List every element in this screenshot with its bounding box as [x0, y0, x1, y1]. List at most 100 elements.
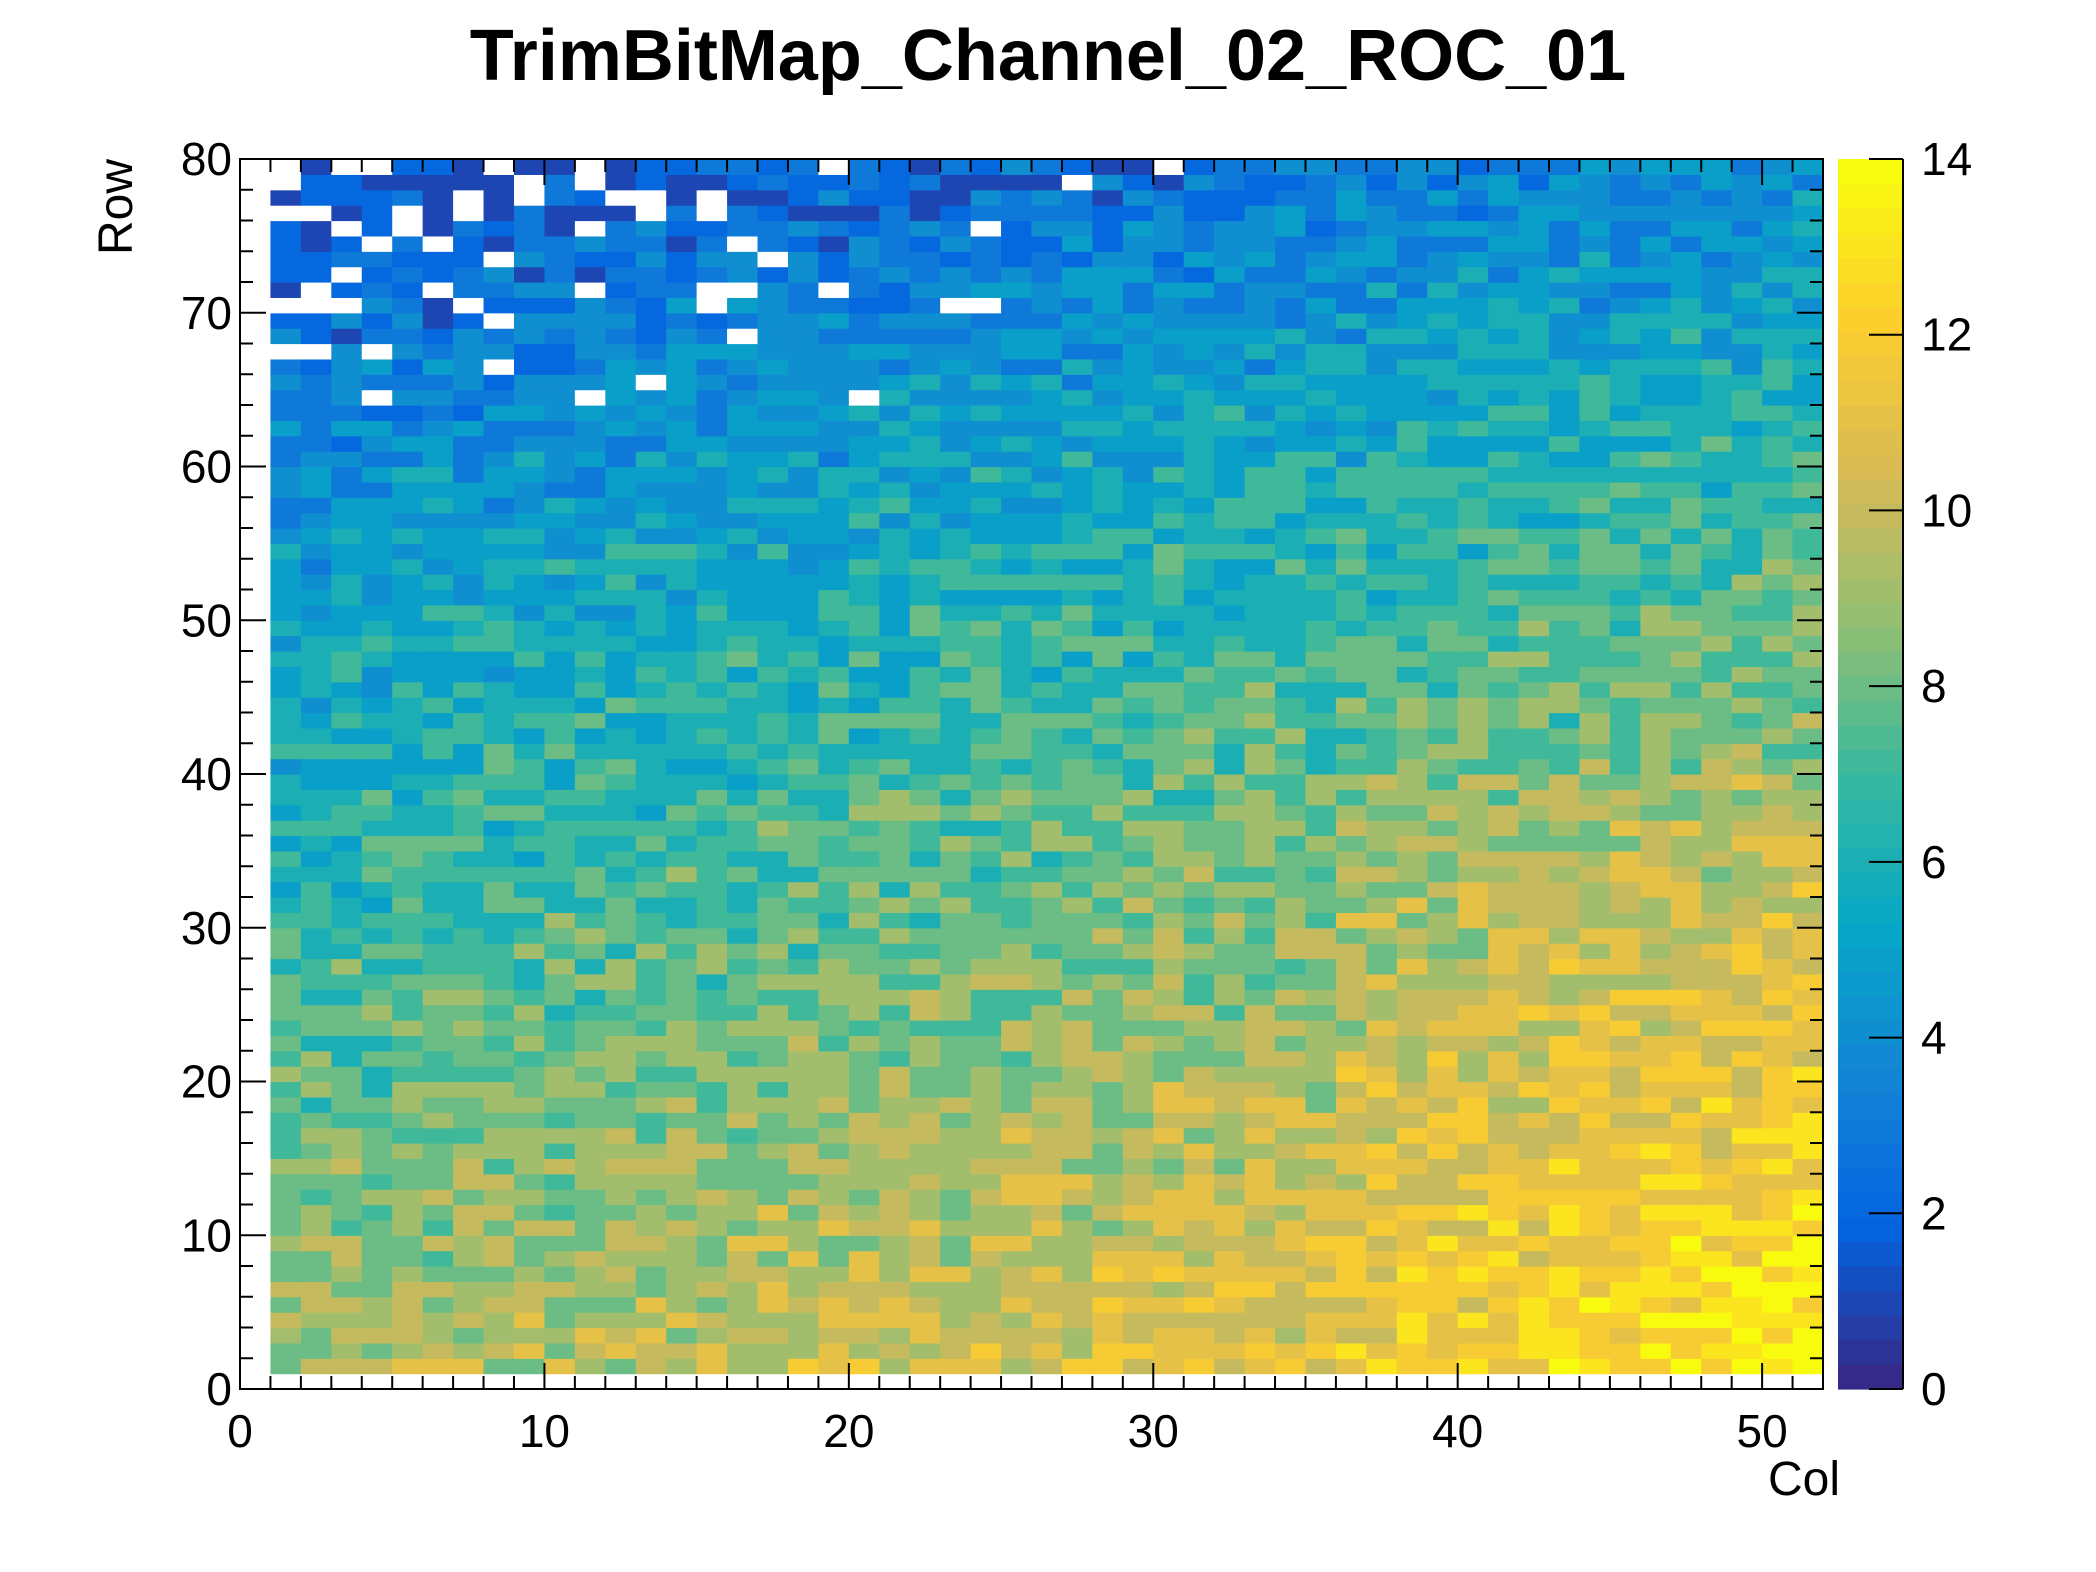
heatmap-cell [757, 1066, 789, 1083]
heatmap-cell [818, 774, 850, 790]
heatmap-cell [666, 1342, 698, 1359]
heatmap-cell [1427, 1035, 1459, 1052]
heatmap-cell [727, 712, 759, 729]
heatmap-cell [1762, 1219, 1794, 1236]
heatmap-cell [1762, 466, 1794, 483]
heatmap-cell [544, 312, 576, 329]
heatmap-cell [848, 927, 880, 944]
heatmap-cell [1153, 528, 1185, 544]
heatmap-cell [453, 1004, 485, 1021]
heatmap-cell [818, 374, 850, 391]
heatmap-cell [422, 481, 454, 498]
heatmap-cell [1305, 574, 1337, 591]
heatmap-cell [422, 712, 454, 729]
heatmap-cell [1061, 543, 1093, 560]
heatmap-cell [1122, 512, 1154, 529]
color-scale-band [1838, 1364, 1903, 1390]
heatmap-cell [909, 1050, 941, 1067]
heatmap-cell [757, 528, 789, 544]
heatmap-cell [1305, 912, 1337, 929]
heatmap-cell [483, 1296, 515, 1313]
heatmap-cell [544, 1327, 576, 1344]
heatmap-cell [848, 1096, 880, 1113]
heatmap-cell [483, 312, 515, 329]
heatmap-cell [940, 774, 972, 790]
heatmap-cell [1335, 220, 1367, 237]
heatmap-cell [909, 789, 941, 806]
heatmap-cell [727, 1250, 759, 1267]
heatmap-cell [1366, 1096, 1398, 1113]
heatmap-cell [422, 866, 454, 883]
heatmap-cell [879, 1004, 911, 1021]
heatmap-cell [1731, 159, 1763, 175]
heatmap-cell [1792, 343, 1824, 360]
heatmap-cell [1335, 927, 1367, 944]
heatmap-cell [818, 435, 850, 452]
heatmap-cell [1214, 589, 1246, 606]
heatmap-cell [1092, 604, 1124, 621]
heatmap-cell [1457, 743, 1489, 760]
heatmap-cell [544, 789, 576, 806]
heatmap-cell [270, 374, 302, 391]
heatmap-cell [879, 405, 911, 421]
heatmap-cell [513, 1219, 546, 1236]
heatmap-cell [513, 927, 546, 944]
heatmap-cell [1609, 989, 1641, 1006]
heatmap-cell [1488, 958, 1520, 975]
heatmap-cell [1640, 574, 1672, 591]
heatmap-cell [1579, 466, 1611, 483]
heatmap-cell [574, 343, 606, 360]
heatmap-cell [270, 635, 302, 652]
heatmap-cell [1244, 1204, 1276, 1221]
heatmap-cell [1061, 1204, 1093, 1221]
heatmap-cell [1366, 774, 1398, 790]
heatmap-cell [1549, 1189, 1581, 1206]
heatmap-cell [727, 174, 759, 191]
heatmap-cell [300, 1127, 332, 1144]
heatmap-cell [1427, 1312, 1459, 1329]
heatmap-cell [696, 1235, 728, 1252]
heatmap-cell [1092, 651, 1124, 667]
heatmap-cell [666, 405, 698, 421]
heatmap-cell [300, 343, 332, 360]
heatmap-cell [1366, 589, 1398, 606]
heatmap-cell [1214, 1204, 1246, 1221]
heatmap-cell [361, 1250, 393, 1267]
heatmap-cell [1153, 343, 1185, 360]
heatmap-cell [1244, 866, 1276, 883]
heatmap-cell [270, 927, 302, 944]
heatmap-cell [1701, 1281, 1733, 1298]
heatmap-cell [757, 1358, 789, 1375]
heatmap-cell [696, 989, 728, 1006]
heatmap-cell [1275, 220, 1307, 237]
heatmap-cell [1031, 528, 1063, 544]
heatmap-cell [605, 1312, 637, 1329]
heatmap-cell [331, 866, 363, 883]
heatmap-cell [1092, 958, 1124, 975]
heatmap-cell [970, 1204, 1002, 1221]
heatmap-cell [1518, 604, 1550, 621]
heatmap-cell [453, 912, 485, 929]
heatmap-cell [483, 1235, 515, 1252]
heatmap-cell [1244, 1327, 1276, 1344]
heatmap-cell [1427, 635, 1459, 652]
heatmap-cell [1457, 789, 1489, 806]
heatmap-cell [909, 927, 941, 944]
color-scale-band [1838, 970, 1903, 996]
heatmap-cell [1549, 405, 1581, 421]
heatmap-cell [513, 312, 546, 329]
color-scale-band [1838, 946, 1903, 972]
heatmap-cell [1396, 927, 1428, 944]
heatmap-cell [605, 712, 637, 729]
heatmap-cell [1092, 1204, 1124, 1221]
heatmap-cell [757, 1296, 789, 1313]
heatmap-cell [1305, 558, 1337, 575]
heatmap-cell [1092, 497, 1124, 514]
heatmap-cell [1762, 1327, 1794, 1344]
heatmap-cell [940, 1050, 972, 1067]
heatmap-cell [787, 328, 819, 345]
heatmap-cell [757, 697, 789, 714]
heatmap-cell [331, 481, 363, 498]
heatmap-cell [1061, 943, 1093, 960]
heatmap-cell [1214, 1158, 1246, 1175]
